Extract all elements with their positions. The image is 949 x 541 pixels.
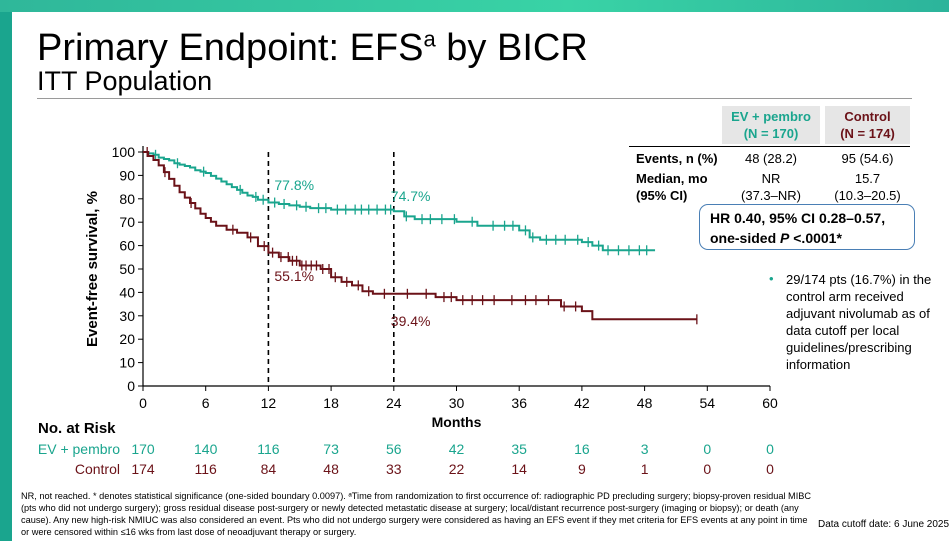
risk-cell: 33 [386,461,402,477]
risk-cell: 1 [640,461,649,477]
title-superscript: a [423,26,436,52]
y-tick-label: 100 [112,144,136,160]
table-row-median-control: 15.7 (10.3–20.5) [825,170,910,204]
risk-cell: 14 [511,461,527,477]
table-row-median-control-l2: (10.3–20.5) [834,188,901,203]
x-tick-label: 30 [449,395,465,411]
left-accent-bar [0,12,12,541]
hazard-ratio-box: HR 0.40, 95% CI 0.28–0.57, one-sided P <… [699,204,915,250]
x-tick-label: 24 [386,395,402,411]
risk-row-label: Control [74,461,120,477]
risk-cell: 0 [766,441,774,457]
landmark-label: 74.7% [391,188,431,204]
table-row-median-ev-l2: (37.3–NR) [741,188,801,203]
risk-cell: 9 [577,461,586,477]
y-tick-label: 10 [119,355,135,371]
footnote: NR, not reached. * denotes statistical s… [21,491,812,537]
hr-line2-suffix: <.0001* [789,230,842,246]
table-header-control-n: (N = 174) [840,126,895,141]
data-cutoff: Data cutoff date: 6 June 2025 [818,519,949,530]
y-tick-label: 70 [119,214,135,230]
risk-cell: 16 [574,441,590,457]
risk-cell: 48 [323,461,339,477]
risk-cell: 3 [640,441,649,457]
risk-cell: 84 [260,461,277,477]
y-tick-label: 30 [119,308,135,324]
risk-cell: 140 [194,441,218,457]
hr-p-italic: P [780,230,790,246]
table-row-median-label: Median, mo (95% CI) [636,170,708,204]
table-row-events-label: Events, n (%) [636,151,718,166]
landmark-label: 55.1% [274,268,314,284]
table-header-ev-n: (N = 170) [743,126,799,141]
y-tick-label: 50 [119,261,135,277]
table-row-median-label-l2: (95% CI) [636,188,688,203]
risk-cell: 22 [448,461,465,477]
risk-cell: 56 [386,441,402,457]
risk-table-header: No. at Risk [38,420,116,437]
title-tail: by BICR [435,27,588,69]
y-tick-label: 80 [119,191,135,207]
risk-cell: 170 [131,441,155,457]
y-axis-title: Event-free survival, % [84,191,101,347]
risk-cell: 0 [703,461,712,477]
table-row-events-ev: 48 (28.2) [744,151,798,166]
landmark-label: 77.8% [274,177,314,193]
table-row-median-label-l1: Median, mo [636,171,708,186]
risk-cell: 73 [323,441,339,457]
top-accent-bar [0,0,949,12]
table-header-control: Control (N = 174) [825,106,910,144]
risk-cell: 0 [703,441,712,457]
note-bullet-icon: • [769,271,774,286]
title-divider [37,98,912,99]
slide-subtitle: ITT Population [37,66,213,96]
hr-line2: one-sided P <.0001* [710,228,914,248]
x-tick-label: 54 [700,395,716,411]
risk-cell: 42 [448,441,465,457]
x-tick-label: 48 [637,395,653,411]
table-header-ev-name: EV + pembro [731,109,811,124]
table-rule [629,146,910,147]
x-tick-label: 36 [511,395,527,411]
risk-row-label: EV + pembro [37,441,120,457]
y-tick-label: 90 [119,167,135,183]
y-tick-label: 20 [119,331,135,347]
y-tick-label: 60 [119,238,135,254]
risk-cell: 116 [257,441,280,457]
risk-cell: 116 [194,461,217,477]
x-tick-label: 42 [574,395,590,411]
y-tick-label: 40 [119,284,135,300]
hr-line1: HR 0.40, 95% CI 0.28–0.57, [710,210,886,226]
table-row-median-ev: NR (37.3–NR) [722,170,820,204]
landmark-label: 39.4% [391,313,431,329]
nivolumab-note: 29/174 pts (16.7%) in the control arm re… [786,272,932,372]
x-tick-label: 60 [762,395,778,411]
x-axis-title: Months [432,414,482,430]
x-tick-label: 6 [202,395,210,411]
table-header-control-name: Control [844,109,891,124]
risk-cell: 35 [511,441,527,457]
km-curve-control [143,151,697,321]
table-row-median-ev-l1: NR [761,171,781,186]
x-tick-label: 18 [323,395,339,411]
x-tick-label: 0 [139,395,147,411]
table-header-ev: EV + pembro (N = 170) [722,106,820,144]
x-tick-label: 12 [261,395,277,411]
km-curve-ev-pembro [143,151,656,252]
hr-line2-prefix: one-sided [710,230,781,246]
table-row-events-control: 95 (54.6) [841,151,894,166]
risk-cell: 174 [131,461,155,477]
y-tick-label: 0 [127,378,135,394]
title-main: Primary Endpoint: EFS [37,27,424,69]
table-row-median-control-l1: 15.7 [854,171,881,186]
slide-title: Primary Endpoint: EFSa by BICR [37,26,588,70]
risk-cell: 0 [766,461,774,477]
